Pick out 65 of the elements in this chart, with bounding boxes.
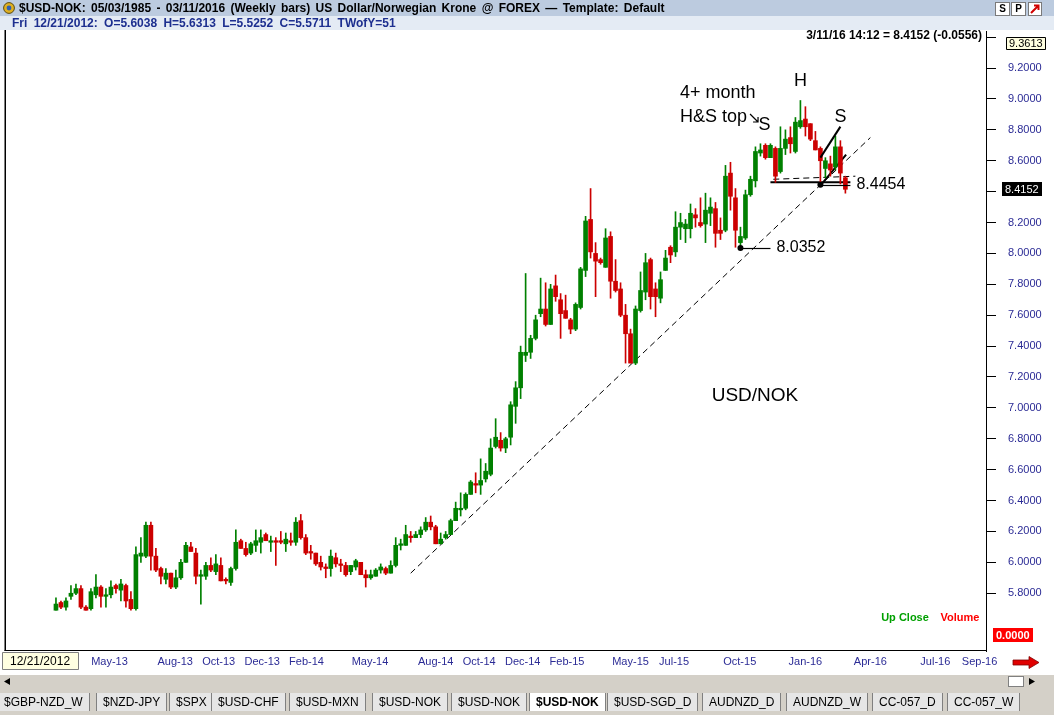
tab: $USD-NOK [451,693,527,711]
y-tick-label: 7.2000 [1008,370,1042,383]
x-tick-label: Jul-16 [920,654,951,667]
y-tick-label: 6.0000 [1008,555,1042,568]
tab: $SPX [169,693,214,711]
y-tick-label: 8.6000 [1008,153,1042,166]
text: 9.3613 [1009,37,1043,50]
x-tick-label: Dec-13 [244,654,280,667]
tab: CC-057_W [947,693,1021,711]
annotation: S [834,105,847,126]
x-tick-label: May-13 [91,654,128,667]
tab: $NZD-JPY [96,693,168,711]
y-tick-label: 9.2000 [1008,61,1042,74]
text: Volume [940,611,980,624]
annotation: 8.4454 [856,175,906,193]
x-tick-label: May-14 [351,654,389,667]
y-tick-label: 7.0000 [1008,400,1042,413]
tab: CC-057_D [872,693,943,711]
text: 8.4152 [1005,182,1039,195]
text: Up Close [881,611,929,624]
tab: $USD-MXN [289,693,366,711]
y-tick-label: 7.4000 [1008,339,1042,352]
x-tick-label: Sep-16 [961,654,998,667]
x-tick-label: Oct-15 [723,654,757,667]
x-tick-label: Aug-13 [157,654,193,667]
y-tick-label: 6.8000 [1008,431,1042,444]
x-tick-label: Dec-14 [505,654,541,667]
tab: $USD-NOK [372,693,448,711]
tab: $USD-NOK [529,693,606,711]
x-tick-label: Apr-16 [853,654,887,667]
tab: AUDNZD_D [702,693,782,711]
x-tick-label: Oct-13 [202,654,236,667]
annotation: 8.0352 [776,238,826,256]
tab: $USD-CHF [211,693,286,711]
tab: $USD-SGD_D [607,693,699,711]
x-tick-label: Oct-14 [462,654,496,667]
y-tick-label: 7.8000 [1008,277,1042,290]
x-tick-label: May-15 [612,654,649,667]
y-tick-label: 8.8000 [1008,122,1042,135]
x-tick-label: Jan-16 [788,654,823,667]
y-tick-label: 6.4000 [1008,493,1042,506]
chart-subtitle: Fri 12/21/2012: O=5.6038 H=5.6313 L=5.5252 C=5.5711 TWofY=51 [12,16,396,30]
text: 0.0000 [996,628,1030,641]
annotation: USD/NOK [711,384,799,406]
y-tick-label: 7.6000 [1008,308,1042,321]
x-tick-label: Feb-15 [549,654,585,667]
annotation: S [758,113,771,134]
y-tick-label: 8.0000 [1008,246,1042,259]
toolbar-button: S [995,2,1010,16]
y-tick-label: 8.2000 [1008,215,1042,228]
y-tick-label: 5.8000 [1008,586,1042,599]
y-tick-label: 6.6000 [1008,462,1042,475]
x-tick-label: Jul-15 [659,654,690,667]
x-tick-label: Feb-14 [289,654,324,667]
tab: $GBP-NZD_W [0,693,90,711]
annotation: H [793,70,807,91]
annotation: 4+ month H&S top [680,81,756,126]
y-tick-label: 9.0000 [1008,91,1042,104]
chart-title: $USD-NOK: 05/03/1985 - 03/11/2016 (Weekly bars) US Dollar/Norwegian Krone @ FOREX — Template: Default [19,1,665,15]
annotation: 3/11/16 14:12 = 8.4152 (-0.0556) [806,28,982,43]
x-tick-label: Aug-14 [417,654,454,667]
text: 12/21/2012 [10,653,71,668]
tab: AUDNZD_W [786,693,868,711]
y-tick-label: 6.2000 [1008,524,1042,537]
toolbar-button: P [1011,2,1026,16]
